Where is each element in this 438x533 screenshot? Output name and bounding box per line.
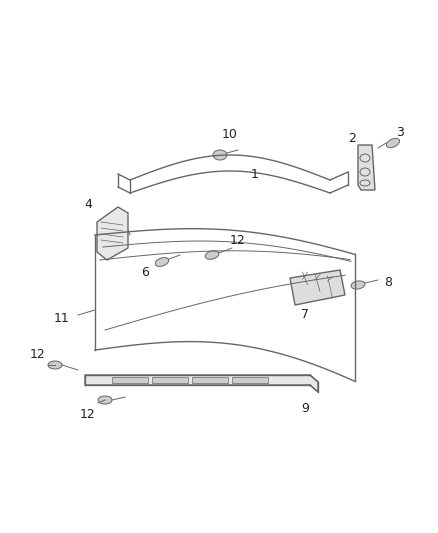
Text: 2: 2 — [348, 132, 356, 144]
Ellipse shape — [213, 150, 227, 160]
Polygon shape — [112, 377, 148, 383]
Ellipse shape — [48, 361, 62, 369]
Text: 11: 11 — [54, 311, 70, 325]
Ellipse shape — [98, 396, 112, 404]
Polygon shape — [85, 375, 318, 392]
Text: 3: 3 — [396, 126, 404, 140]
Ellipse shape — [205, 251, 219, 259]
Ellipse shape — [386, 139, 399, 148]
Polygon shape — [290, 270, 345, 305]
Polygon shape — [192, 377, 228, 383]
Text: 8: 8 — [384, 276, 392, 288]
Text: 9: 9 — [301, 401, 309, 415]
Polygon shape — [232, 377, 268, 383]
Text: 10: 10 — [222, 128, 238, 141]
Text: 1: 1 — [251, 168, 259, 182]
Text: 12: 12 — [230, 233, 246, 246]
Text: 4: 4 — [84, 198, 92, 212]
Text: 7: 7 — [301, 309, 309, 321]
Text: 12: 12 — [30, 349, 46, 361]
Ellipse shape — [155, 257, 169, 266]
Text: 12: 12 — [80, 408, 96, 422]
Ellipse shape — [351, 281, 365, 289]
Polygon shape — [152, 377, 188, 383]
Text: 6: 6 — [141, 265, 149, 279]
Polygon shape — [358, 145, 375, 190]
Polygon shape — [97, 207, 128, 260]
